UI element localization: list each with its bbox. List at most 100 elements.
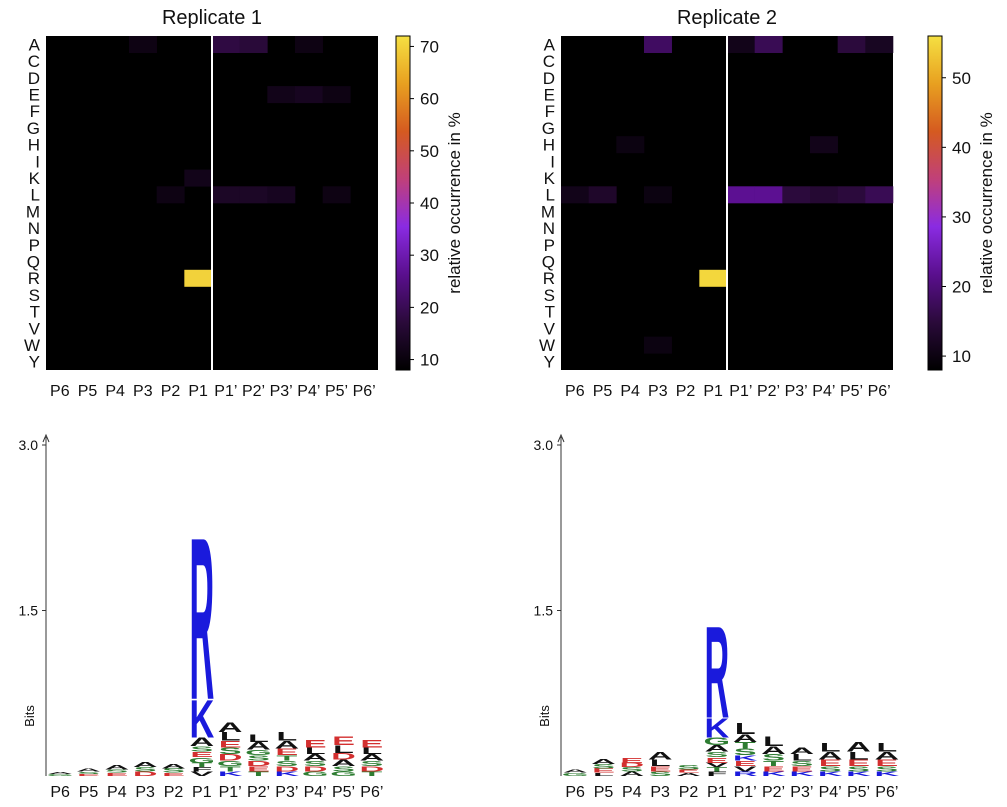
heatmap-row-label: L (31, 186, 40, 205)
heatmap-row-label: S (544, 286, 555, 305)
colorbar-tick-label: 30 (420, 246, 439, 265)
logo-letter: S (847, 765, 870, 773)
logo-letter: K (274, 771, 299, 778)
logo-column-label: P4 (622, 784, 642, 801)
logo-letter: L (361, 746, 382, 756)
logo-letter: L (791, 752, 812, 762)
heatmap-cell (727, 36, 755, 53)
colorbar-tick-label: 70 (420, 37, 439, 56)
logo-letter: A (619, 771, 644, 778)
logo-letter: S (620, 766, 643, 773)
heatmap-cell (267, 86, 296, 104)
heatmap-row-label: Q (27, 252, 40, 271)
logo-letter: S (219, 746, 242, 756)
logo-letter: E (620, 756, 643, 764)
logo-letter: T (248, 771, 269, 778)
logo-column-label: P1 (707, 784, 727, 801)
logo-letter: R (733, 771, 758, 778)
logo-letter: E (875, 758, 898, 768)
logo-letter: S (649, 771, 672, 778)
heatmap-row-label: G (542, 119, 555, 138)
logo-letter: A (274, 739, 299, 751)
heatmap-cell (212, 186, 240, 204)
heatmap-column-label: P4’ (297, 383, 320, 400)
logo-letter: K (704, 712, 729, 743)
heatmap-row-label: I (550, 152, 555, 171)
heatmap-cell (129, 36, 157, 53)
logo-column-label: P5’ (847, 784, 870, 801)
logo-column-label: P2 (679, 784, 699, 801)
logo-letter: S (77, 771, 100, 774)
colorbar-tick-label: 10 (420, 351, 439, 370)
logo-column-label: P5 (594, 784, 614, 801)
logo-column-label: P3 (135, 784, 155, 801)
heatmap-row-label: M (541, 202, 555, 221)
heatmap-cell (322, 86, 351, 104)
heatmap-column-label: P3’ (785, 383, 808, 400)
logo-letter: S (275, 760, 298, 768)
logo-letter: E (332, 735, 355, 748)
colorbar: 10 20 30 40 50 relative occurrence in % (927, 35, 996, 371)
logo-letter: A (189, 736, 214, 749)
logo-letter: A (218, 719, 243, 735)
heatmap-cell (239, 186, 268, 204)
colorbar-gradient (927, 35, 943, 371)
logo-y-tick-label: 3.0 (534, 437, 554, 453)
colorbar-tick-label: 60 (420, 90, 439, 109)
logo-letter: T (191, 762, 212, 769)
heatmap-row-label: S (29, 286, 40, 305)
heatmap-column-label: P2’ (757, 383, 780, 400)
logo-letter: D (133, 771, 158, 778)
colorbar-tick-label: 50 (420, 142, 439, 161)
heatmap-column-label: P6’ (353, 383, 376, 400)
heatmap-row-label: M (26, 202, 40, 221)
heatmap-row-label: D (28, 69, 40, 88)
heatmap-cell (865, 186, 894, 204)
logo-letter: A (359, 752, 384, 762)
heatmap-row-label: P (544, 236, 555, 255)
heatmap-row-label: Y (29, 353, 40, 372)
logo-letter: D (303, 765, 328, 773)
logo-letter: E (275, 747, 298, 757)
logo-column-label: P5’ (332, 784, 355, 801)
logo-letter: A (161, 763, 186, 770)
heatmap-cell (616, 136, 645, 154)
logo-letter: A (76, 768, 101, 773)
heatmap-cell (644, 36, 672, 53)
logo-letter: S (105, 769, 128, 774)
logo-letter: E (304, 738, 327, 750)
logo-letter: L (593, 772, 614, 777)
logo-letter: S (762, 752, 785, 762)
logo-letter: K (733, 754, 758, 762)
heatmap-row-label: C (28, 52, 40, 71)
logo-y-label: Bits (22, 705, 37, 727)
heatmap-cell (754, 186, 783, 204)
logo-letter: L (305, 746, 326, 756)
heatmap-column-label: P2 (161, 383, 181, 400)
logo-letter: K (818, 771, 843, 778)
heatmap-cell (184, 169, 213, 187)
heatmap-row-label: H (543, 136, 555, 155)
logo-letter: S (875, 765, 898, 773)
heatmap-row-label: Q (542, 252, 555, 271)
colorbar-tick-label: 10 (952, 347, 971, 366)
heatmap-row-label: W (24, 336, 40, 355)
heatmap-column-label: P5’ (325, 383, 348, 400)
logo-letter: A (733, 732, 758, 744)
heatmap-column-label: P6’ (868, 383, 891, 400)
logo-letter: E (190, 751, 213, 759)
logo-letter: T (220, 765, 241, 773)
logo-letter: S (819, 765, 842, 773)
heatmap-row-label: T (545, 303, 555, 322)
logo-column-label: P3’ (275, 784, 298, 801)
logo-letter: S (592, 763, 615, 770)
heatmap-cell (239, 36, 268, 53)
heatmap-row-label: I (35, 152, 40, 171)
logo-letter: A (331, 758, 356, 768)
heatmap-cell (184, 269, 213, 287)
logo-letter: L (650, 758, 671, 768)
heatmap-row-label: C (543, 52, 555, 71)
heatmap-column-label: P6 (565, 383, 585, 400)
